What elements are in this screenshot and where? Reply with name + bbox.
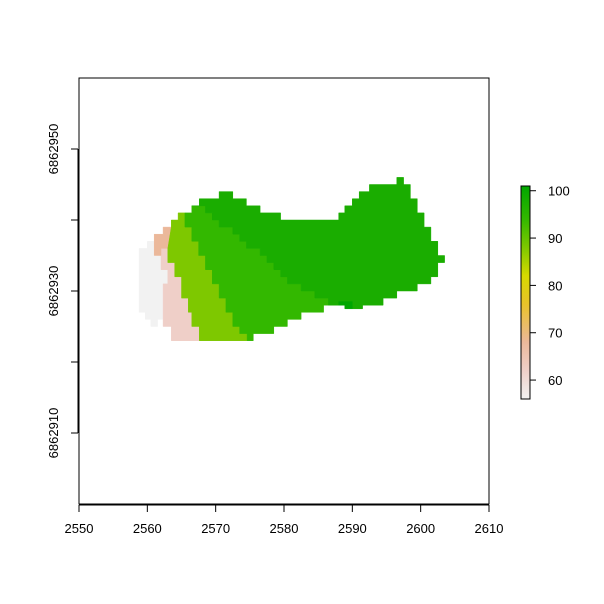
y-tick-label: 6862930 (46, 266, 61, 317)
x-tick-label: 2580 (270, 521, 299, 536)
y-tick-label: 6862950 (46, 124, 61, 175)
x-tick-label: 2550 (65, 521, 94, 536)
raster-cell-zone-6 (191, 177, 445, 310)
x-tick-label: 2560 (133, 521, 162, 536)
legend-colorbar (520, 185, 531, 400)
color-legend: 60 70 80 90 100 (520, 184, 570, 400)
legend-tick-label: 90 (548, 231, 562, 246)
x-tick-label: 2570 (201, 521, 230, 536)
legend-ticks: 60 70 80 90 100 (530, 184, 570, 388)
x-tick-label: 2590 (338, 521, 367, 536)
legend-tick-label: 100 (548, 184, 570, 199)
raster-cell-zone-7 (338, 301, 353, 310)
legend-tick-label: 80 (548, 278, 562, 293)
plot-frame (78, 77, 490, 505)
y-axis: 6862910 6862930 6862950 (46, 124, 79, 459)
x-tick-label: 2610 (475, 521, 504, 536)
legend-tick-label: 60 (548, 373, 562, 388)
raster-cell-zone-3 (153, 226, 172, 256)
x-axis: 2550 2560 2570 2580 2590 2600 2610 (65, 504, 504, 536)
y-tick-label: 6862910 (46, 408, 61, 459)
legend-tick-label: 70 (548, 326, 562, 341)
raster-layer (138, 177, 445, 341)
x-tick-label: 2600 (406, 521, 435, 536)
